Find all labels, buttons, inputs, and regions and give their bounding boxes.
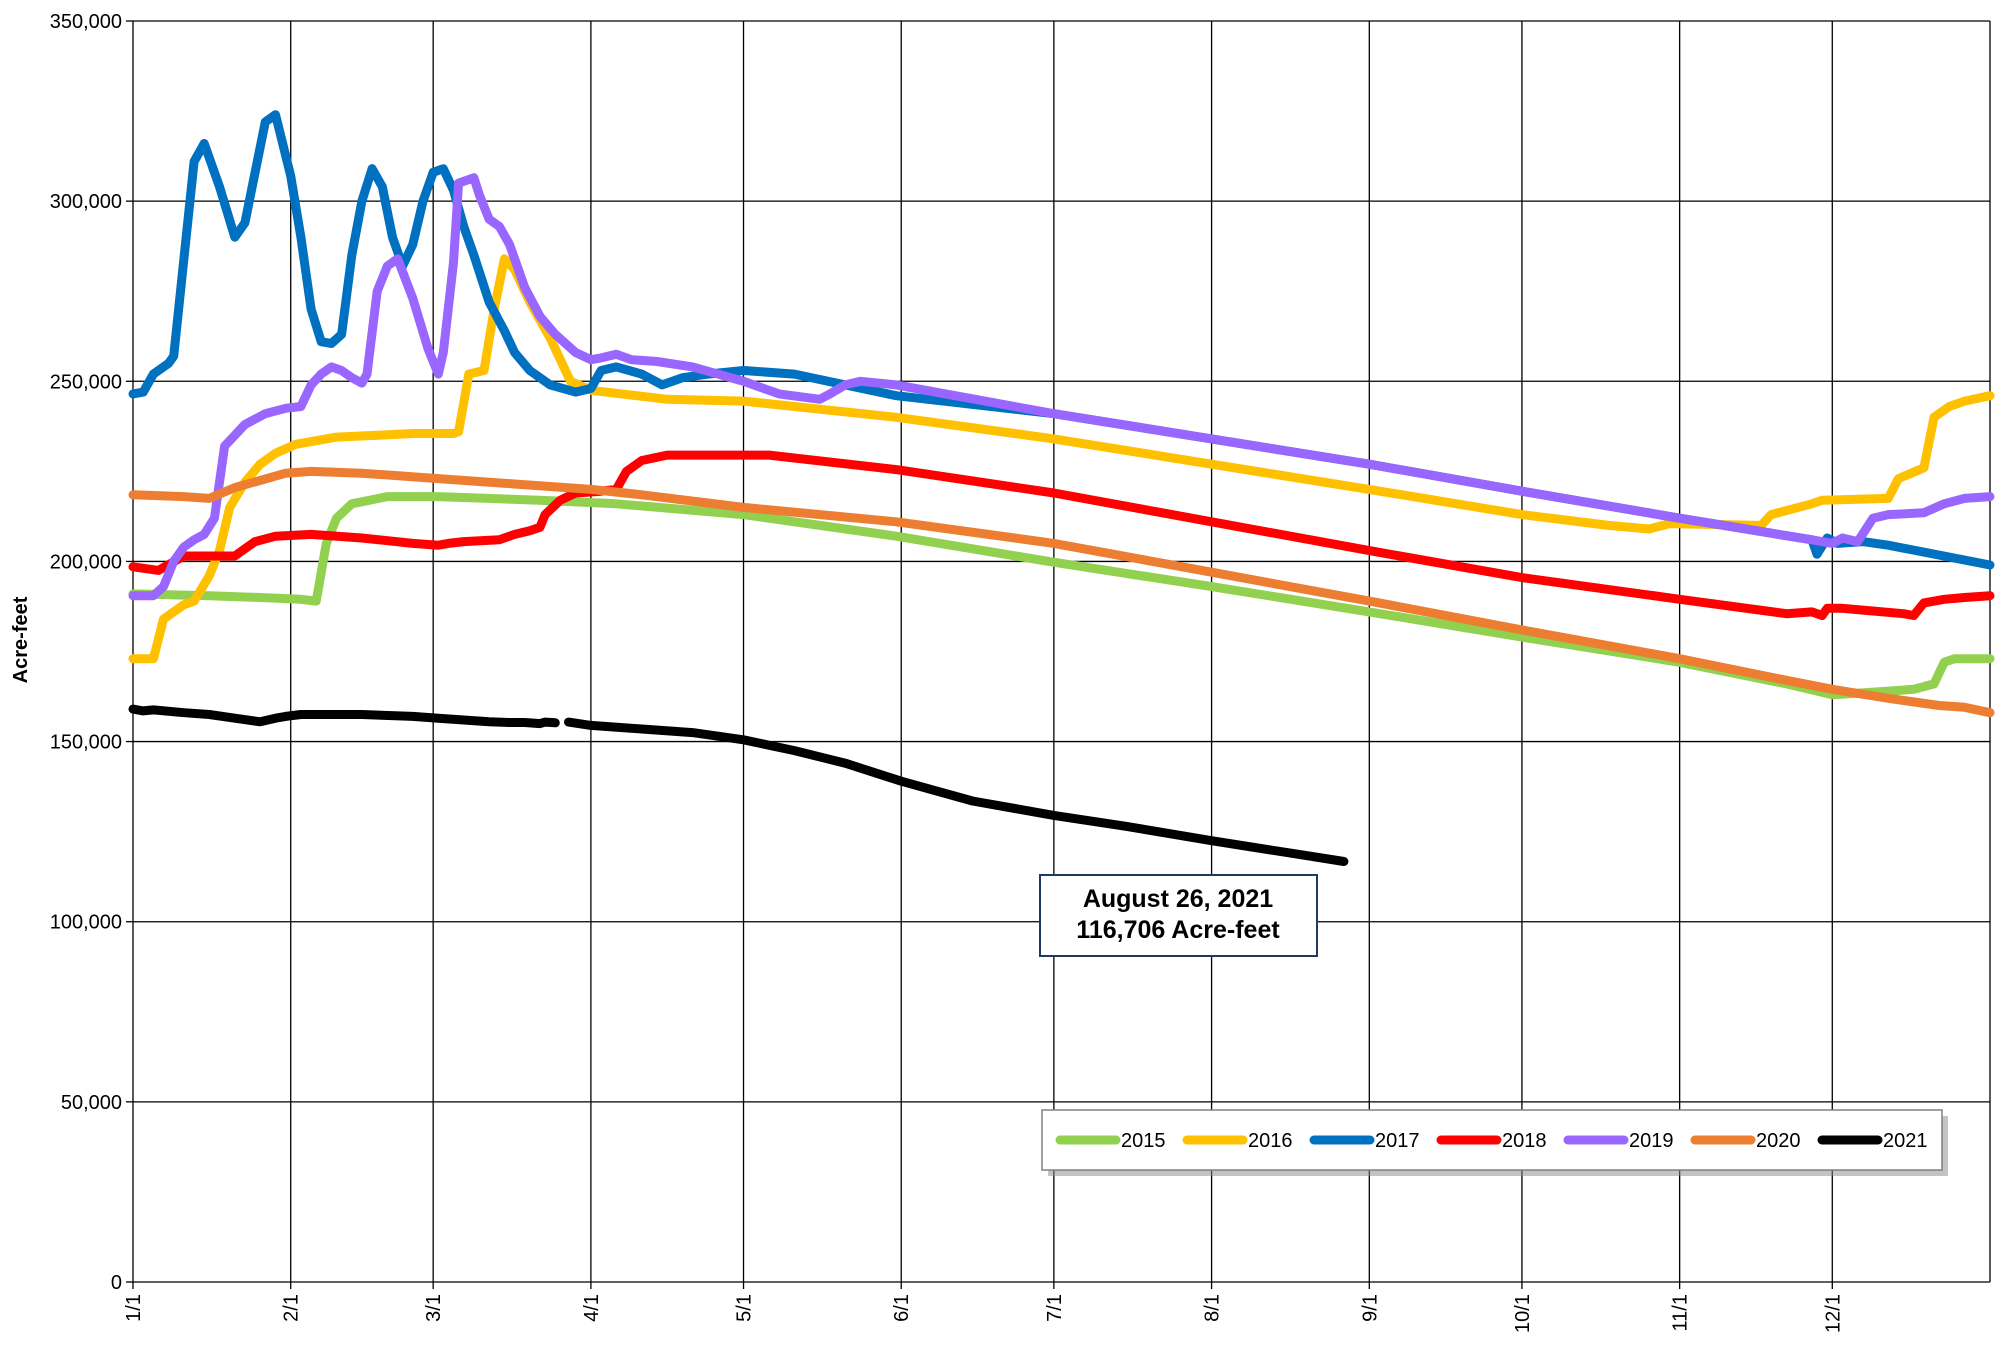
annotation-box	[1039, 874, 1318, 957]
x-tick-label: 3/1	[423, 1294, 445, 1322]
x-tick-label: 12/1	[1822, 1294, 1844, 1333]
y-tick-label: 0	[111, 1272, 122, 1294]
series-lines	[128, 110, 1995, 866]
legend-label-2016: 2016	[1248, 1130, 1293, 1152]
x-tick-label: 7/1	[1044, 1294, 1066, 1322]
legend-label-2019: 2019	[1629, 1130, 1674, 1152]
annotation-callout: August 26, 2021 116,706 Acre-feet	[1039, 874, 1318, 957]
series-line-2015	[128, 492, 1995, 700]
x-tick-label: 9/1	[1359, 1294, 1381, 1322]
x-tick-label: 11/1	[1670, 1294, 1692, 1331]
y-tick-label: 350,000	[50, 11, 122, 33]
gridlines	[132, 20, 1991, 1283]
x-tick-label: 1/1	[123, 1294, 145, 1322]
x-tick-label: 2/1	[281, 1294, 303, 1322]
x-tick-label: 6/1	[891, 1294, 913, 1322]
series-line-2020	[128, 466, 1995, 718]
legend-label-2020: 2020	[1756, 1130, 1801, 1152]
legend-label-2017: 2017	[1375, 1130, 1420, 1152]
y-tick-label: 250,000	[50, 371, 122, 393]
legend-label-2015: 2015	[1121, 1130, 1166, 1152]
y-axis-label: Acre-feet	[10, 596, 32, 683]
y-tick-label: 200,000	[50, 551, 122, 573]
series-line-2021	[128, 704, 1349, 866]
x-axis-ticks: 1/1 2/1 3/1 4/1 5/1 6/1 7/1 8/1 9/1 10/1 11/1 12/1	[123, 1282, 1844, 1333]
x-tick-label: 10/1	[1512, 1294, 1534, 1333]
series-line-2016	[128, 254, 1995, 664]
y-tick-label: 150,000	[50, 732, 122, 754]
annotation-value: 116,706 Acre-feet	[1076, 916, 1280, 944]
series-line-2018	[128, 450, 1995, 620]
legend-label-2018: 2018	[1502, 1130, 1547, 1152]
x-tick-label: 8/1	[1202, 1294, 1224, 1322]
legend-label-2021: 2021	[1883, 1130, 1928, 1152]
y-tick-label: 300,000	[50, 191, 122, 213]
series-line-2019	[128, 173, 1995, 601]
x-tick-label: 4/1	[581, 1294, 603, 1322]
legend: 2015 2016 2017 2018 2019 2020 2021	[1041, 1109, 1948, 1176]
x-tick-label: 5/1	[734, 1294, 756, 1322]
annotation-date: August 26, 2021	[1083, 885, 1273, 913]
y-tick-label: 50,000	[61, 1092, 122, 1114]
y-tick-label: 100,000	[50, 912, 122, 934]
y-axis-ticks: 0 50,000 100,000 150,000 200,000 250,000 300,0…	[50, 11, 133, 1294]
